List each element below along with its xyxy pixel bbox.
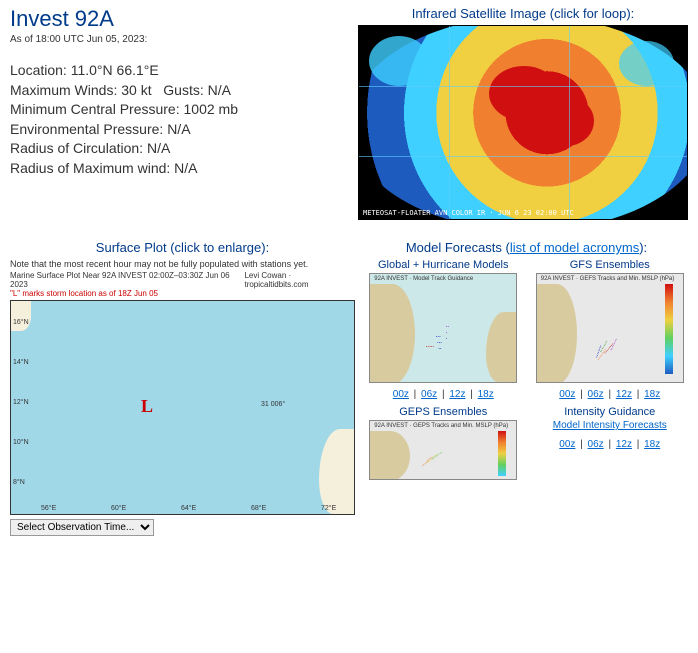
forecast-title: Model Forecasts (list of model acronyms)… (365, 240, 688, 255)
time-link-06z[interactable]: 06z (421, 389, 437, 400)
axis-tick: 10°N (13, 439, 29, 446)
info-env-pressure: Environmental Pressure: N/A (10, 120, 348, 140)
thumb-title: 92A INVEST · GEPS Tracks and Min. MSLP (… (374, 423, 508, 429)
forecast-subtitle: GEPS Ensembles (399, 406, 487, 418)
info-roc: Radius of Circulation: N/A (10, 139, 348, 159)
info-env-label: Environmental Pressure: (10, 121, 163, 137)
axis-tick: 64°E (181, 505, 196, 512)
page-subtitle: As of 18:00 UTC Jun 05, 2023: (10, 34, 348, 45)
surface-red-note: "L" marks storm location as of 18Z Jun 0… (10, 289, 355, 298)
axis-tick: 56°E (41, 505, 56, 512)
ir-caption: METEOSAT-FLOATER AVN COLOR IR · JUN 6 23… (363, 209, 574, 217)
surface-title: Surface Plot (click to enlarge): (10, 240, 355, 255)
time-link-00z[interactable]: 00z (393, 389, 409, 400)
time-link-18z[interactable]: 18z (644, 389, 660, 400)
axis-tick: 14°N (13, 359, 29, 366)
info-rmw-value: N/A (174, 160, 197, 176)
intensity-forecasts-link[interactable]: Model Intensity Forecasts (553, 420, 667, 431)
time-links: 00z | 06z | 12z | 18z (391, 389, 496, 400)
info-roc-label: Radius of Circulation: (10, 140, 143, 156)
acronyms-link[interactable]: list of model acronyms (510, 240, 639, 255)
thumb-title: 92A INVEST · GEFS Tracks and Min. MSLP (… (541, 276, 675, 282)
info-winds-label: Maximum Winds: (10, 82, 117, 98)
axis-tick: 12°N (13, 399, 29, 406)
forecast-subtitle: Intensity Guidance (564, 406, 655, 418)
forecast-title-prefix: Model Forecasts ( (406, 240, 510, 255)
axis-tick: 72°E (321, 505, 336, 512)
forecast-thumb-global[interactable]: 92A INVEST · Model Track Guidance ····· … (369, 273, 517, 383)
time-link-00z[interactable]: 00z (559, 439, 575, 450)
time-link-18z[interactable]: 18z (478, 389, 494, 400)
info-location: Location: 11.0°N 66.1°E (10, 61, 348, 81)
info-pressure-value: 1002 mb (184, 101, 238, 117)
forecast-block-intensity: Intensity Guidance Model Intensity Forec… (532, 406, 689, 480)
forecast-thumb-gfs[interactable]: 92A INVEST · GEFS Tracks and Min. MSLP (… (536, 273, 684, 383)
axis-tick: 68°E (251, 505, 266, 512)
surface-plot[interactable]: L 16°N 14°N 12°N 10°N 8°N 56°E 60°E 64°E… (10, 300, 355, 515)
forecast-title-suffix: ): (639, 240, 647, 255)
info-location-label: Location: (10, 62, 67, 78)
time-link-06z[interactable]: 06z (588, 389, 604, 400)
forecast-block-gfs: GFS Ensembles 92A INVEST · GEFS Tracks a… (532, 259, 689, 400)
axis-tick: 8°N (13, 479, 25, 486)
time-links: 00z | 06z | 12z | 18z (557, 439, 662, 450)
time-link-12z[interactable]: 12z (616, 389, 632, 400)
observation-time-select[interactable]: Select Observation Time... (10, 519, 154, 536)
info-pressure-label: Minimum Central Pressure: (10, 101, 180, 117)
time-link-18z[interactable]: 18z (644, 439, 660, 450)
forecast-subtitle: GFS Ensembles (570, 259, 650, 271)
forecast-subtitle: Global + Hurricane Models (378, 259, 509, 271)
info-gusts-value: N/A (208, 82, 231, 98)
axis-tick: 16°N (13, 319, 29, 326)
forecast-block-global: Global + Hurricane Models 92A INVEST · M… (365, 259, 522, 400)
info-winds-value: 30 kt (121, 82, 151, 98)
axis-tick: 60°E (111, 505, 126, 512)
info-winds: Maximum Winds: 30 kt Gusts: N/A (10, 81, 348, 101)
info-rmw: Radius of Maximum wind: N/A (10, 159, 348, 179)
surface-header: Marine Surface Plot Near 92A INVEST 02:0… (10, 271, 244, 289)
forecast-thumb-geps[interactable]: 92A INVEST · GEPS Tracks and Min. MSLP (… (369, 420, 517, 480)
surface-credit: Levi Cowan · tropicaltidbits.com (244, 271, 355, 289)
time-link-00z[interactable]: 00z (559, 389, 575, 400)
time-link-06z[interactable]: 06z (588, 439, 604, 450)
ir-title: Infrared Satellite Image (click for loop… (358, 6, 688, 21)
surface-note: Note that the most recent hour may not b… (10, 259, 355, 269)
info-roc-value: N/A (147, 140, 170, 156)
ir-satellite-image[interactable]: METEOSAT-FLOATER AVN COLOR IR · JUN 6 23… (358, 25, 688, 220)
forecast-block-geps: GEPS Ensembles 92A INVEST · GEPS Tracks … (365, 406, 522, 480)
page-title: Invest 92A (10, 6, 348, 32)
info-location-value: 11.0°N 66.1°E (71, 62, 159, 78)
info-gusts-label: Gusts: (163, 82, 203, 98)
info-pressure: Minimum Central Pressure: 1002 mb (10, 100, 348, 120)
storm-marker: L (141, 396, 153, 417)
info-env-value: N/A (167, 121, 190, 137)
time-link-12z[interactable]: 12z (616, 439, 632, 450)
time-link-12z[interactable]: 12z (449, 389, 465, 400)
info-rmw-label: Radius of Maximum wind: (10, 160, 170, 176)
time-links: 00z | 06z | 12z | 18z (557, 389, 662, 400)
thumb-title: 92A INVEST · Model Track Guidance (374, 276, 473, 282)
